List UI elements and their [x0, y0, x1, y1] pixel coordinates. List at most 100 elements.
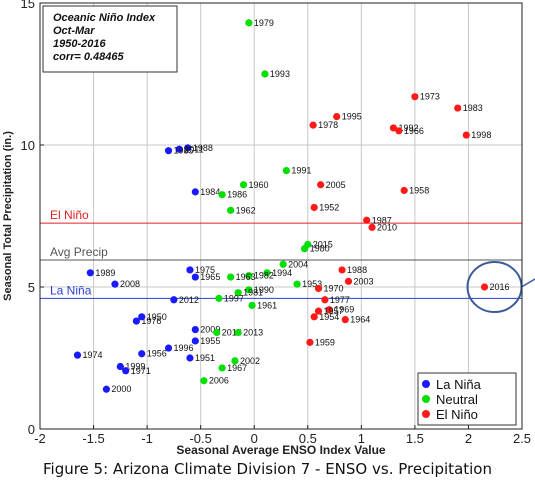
- point-label-neutral-14: 1981: [243, 288, 263, 298]
- x-tick-label-7: 1.5: [406, 431, 424, 446]
- point-neutral-13: [245, 286, 253, 294]
- point-label-neutral-12: 1953: [302, 279, 322, 289]
- point-el-nino-16: [325, 306, 333, 314]
- point-label-la-nina-10: 1955: [200, 336, 220, 346]
- point-el-nino-12: [338, 266, 346, 274]
- point-label-el-nino-1: 1983: [463, 103, 483, 113]
- point-label-neutral-20: 1967: [227, 363, 247, 373]
- point-la-nina-11: [191, 326, 199, 334]
- point-neutral-9: [263, 269, 271, 277]
- legend-marker-la-nina: [422, 380, 430, 388]
- x-tick-label-4: 0: [251, 431, 258, 446]
- point-label-neutral-4: 1986: [227, 190, 247, 200]
- point-label-la-nina-5: 1971: [131, 366, 151, 376]
- threshold-label-la-nina: La Niña: [50, 283, 92, 297]
- point-label-neutral-17: 2014: [222, 327, 242, 337]
- point-el-nino-4: [389, 124, 398, 132]
- point-el-nino-3: [309, 121, 317, 129]
- point-neutral-12: [293, 280, 301, 288]
- point-label-el-nino-9: 1952: [319, 202, 339, 212]
- point-el-nino-1: [454, 104, 462, 112]
- point-label-el-nino-6: 1998: [471, 130, 491, 140]
- point-neutral-0: [245, 19, 253, 27]
- point-label-neutral-7: 1980: [310, 244, 330, 254]
- point-el-nino-15: [321, 296, 329, 304]
- point-la-nina-18: [175, 145, 183, 153]
- point-la-nina-15: [186, 266, 194, 274]
- point-el-nino-7: [317, 181, 325, 189]
- point-label-neutral-21: 2006: [209, 376, 229, 386]
- threshold-lines: El Niño Avg Precip La Niña: [40, 208, 522, 299]
- point-la-nina-4: [116, 362, 124, 371]
- x-tick-label-2: -1: [141, 431, 153, 446]
- info-box-line-3: 1950-2016: [53, 38, 106, 50]
- point-label-el-nino-16: 1969: [334, 305, 354, 315]
- point-el-nino-17: [314, 307, 323, 315]
- point-label-neutral-1: 1993: [270, 69, 290, 79]
- point-la-nina-16: [191, 273, 199, 281]
- point-label-la-nina-12: 1976: [141, 316, 161, 326]
- point-label-neutral-19: 2002: [240, 356, 260, 366]
- point-label-la-nina-11: 2009: [200, 325, 220, 335]
- point-label-neutral-6: 2015: [313, 239, 333, 249]
- axis-ticks: -2 -1.5 -1 -0.5 0 0.5 1 1.5 2 2.5 0 5 10 15: [21, 0, 532, 446]
- point-la-nina-6: [73, 351, 82, 359]
- point-label-neutral-2: 1991: [291, 166, 311, 176]
- point-neutral-10: [245, 272, 253, 280]
- point-label-el-nino-2: 1995: [342, 112, 362, 122]
- point-el-nino-0: [411, 93, 419, 101]
- info-box-line-2: Oct-Mar: [53, 25, 95, 37]
- point-label-la-nina-9: 1951: [195, 353, 215, 363]
- point-label-el-nino-19: 1964: [350, 315, 370, 325]
- x-tick-label-3: -0.5: [189, 431, 211, 446]
- point-la-nina-0: [184, 144, 192, 152]
- point-label-neutral-10: 1982: [254, 271, 274, 281]
- point-el-nino-10: [363, 216, 371, 224]
- point-label-neutral-15: 1997: [224, 293, 244, 303]
- point-el-nino-2: [333, 113, 341, 121]
- point-el-nino-9: [310, 203, 318, 212]
- point-label-neutral-13: 1990: [254, 285, 274, 295]
- x-axis-label: Seasonal Average ENSO Index Value: [176, 443, 386, 457]
- point-label-neutral-0: 1979: [254, 18, 274, 28]
- legend-marker-el-nino: [422, 410, 430, 418]
- point-label-el-nino-13: 2003: [353, 276, 373, 286]
- y-tick-label-1: 5: [28, 280, 35, 295]
- point-neutral-21: [200, 377, 208, 385]
- point-label-el-nino-12: 1988: [347, 265, 367, 275]
- plot-background: [40, 3, 522, 429]
- point-el-nino-13: [344, 277, 353, 285]
- legend-label-neutral: Neutral: [436, 392, 478, 407]
- highlight-pointer-line: [521, 278, 535, 288]
- point-label-la-nina-4: 1999: [125, 362, 145, 372]
- point-el-nino-18: [310, 313, 318, 321]
- point-la-nina-17: [191, 188, 199, 196]
- point-label-el-nino-10: 1987: [372, 215, 392, 225]
- y-tick-label-2: 10: [21, 138, 35, 153]
- point-label-el-nino-18: 1954: [319, 312, 339, 322]
- point-label-neutral-5: 1962: [236, 205, 256, 215]
- point-label-el-nino-7: 2005: [326, 180, 346, 190]
- legend: La Niña Neutral El Niño: [417, 372, 517, 426]
- point-neutral-2: [282, 166, 290, 175]
- point-el-nino-11: [368, 223, 376, 231]
- legend-label-el-nino: El Niño: [436, 407, 478, 422]
- point-el-nino-5: [395, 127, 403, 135]
- info-box-line-1: Oceanic Niño Index: [53, 12, 156, 24]
- point-neutral-4: [218, 191, 226, 199]
- point-label-el-nino-0: 1973: [420, 92, 440, 102]
- point-label-la-nina-2: 2008: [120, 279, 140, 289]
- point-label-la-nina-3: 1989: [95, 268, 115, 278]
- point-la-nina-2: [111, 280, 119, 288]
- threshold-label-el-nino: El Niño: [50, 208, 89, 222]
- point-la-nina-19: [164, 147, 173, 155]
- point-la-nina-7: [138, 350, 146, 358]
- point-la-nina-10: [191, 337, 199, 345]
- point-neutral-19: [231, 357, 239, 365]
- point-neutral-20: [218, 364, 226, 372]
- info-box: Oceanic Niño Index Oct-Mar 1950-2016 cor…: [42, 5, 178, 73]
- threshold-label-avg-precip: Avg Precip: [50, 245, 108, 259]
